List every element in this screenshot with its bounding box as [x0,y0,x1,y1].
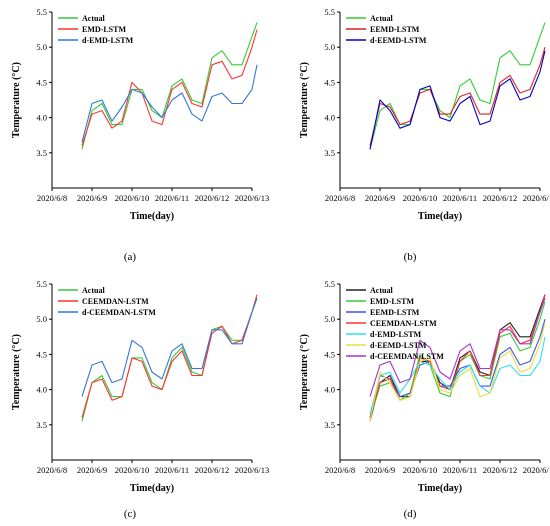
legend-label: d-CEEMDAN-LSTM [82,308,156,317]
y-tick-label: 4.0 [36,113,47,123]
x-tick-label: 2020/6/11 [443,465,477,475]
y-tick-label: 5.5 [36,279,47,289]
legend-label: d-CEEMDAN-LSTM [370,352,444,361]
x-axis-title: Time(day) [418,211,462,222]
x-tick-label: 2020/6/10 [115,465,149,475]
x-tick-label: 2020/6/8 [37,465,67,475]
legend-label: d-EMD-LSTM [370,330,422,339]
chart-panel: 3.5 4.0 4.5 5.0 5.5 2020/6/8 2020/6/9 2020/6/10… [299,279,550,520]
series-line [369,297,546,397]
series-line [81,297,258,397]
series-line [81,64,258,143]
x-tick-label: 2020/6/8 [325,465,355,475]
legend-label: Actual [370,286,393,295]
x-tick-label: 2020/6/13 [523,465,550,475]
y-tick-label: 5.5 [36,7,47,17]
legend-label: EEMD-LSTM [370,308,420,317]
y-tick-label: 5.0 [36,42,47,52]
legend-label: CEEMDAN-LSTM [370,319,437,328]
x-axis-title: Time(day) [130,211,174,222]
y-tick-label: 4.5 [324,349,335,359]
legend-label: d-EMD-LSTM [82,36,134,45]
y-axis-title: Temperature (°C) [299,62,310,138]
y-axis-title: Temperature (°C) [11,334,22,410]
y-tick-label: 3.5 [36,420,47,430]
y-tick-label: 4.0 [324,385,335,395]
y-tick-label: 3.5 [324,148,335,158]
x-tick-label: 2020/6/10 [115,193,149,203]
legend-label: d-EEMD-LSTM [370,341,427,350]
panel-caption: (c) [124,508,137,520]
x-tick-label: 2020/6/10 [403,193,437,203]
y-tick-label: 5.0 [324,42,335,52]
y-tick-label: 4.0 [36,385,47,395]
series-line [81,297,258,422]
legend-label: CEEMDAN-LSTM [82,297,149,306]
y-tick-label: 5.0 [324,314,335,324]
legend-label: EMD-LSTM [82,25,126,34]
y-tick-label: 4.0 [324,113,335,123]
x-axis-title: Time(day) [130,483,174,494]
y-tick-label: 4.5 [36,349,47,359]
series-line [81,29,258,146]
chart-panel: 3.5 4.0 4.5 5.0 5.5 2020/6/8 2020/6/9 2020/6/10… [299,7,550,263]
x-tick-label: 2020/6/11 [443,193,477,203]
x-tick-label: 2020/6/11 [155,465,189,475]
series-line [81,22,258,150]
y-tick-label: 3.5 [324,420,335,430]
y-tick-label: 5.0 [36,314,47,324]
series-line [369,322,546,422]
x-tick-label: 2020/6/10 [403,465,437,475]
panel-caption: (a) [124,251,137,263]
y-tick-label: 4.5 [36,77,47,87]
y-tick-label: 4.5 [324,77,335,87]
x-tick-label: 2020/6/12 [483,193,517,203]
series-line [369,319,546,418]
y-tick-label: 5.5 [324,279,335,289]
chart-panel: 3.5 4.0 4.5 5.0 5.5 2020/6/8 2020/6/9 2020/6/10… [11,7,269,263]
legend-label: Actual [82,286,105,295]
x-tick-label: 2020/6/12 [483,465,517,475]
panel-caption: (d) [404,508,417,520]
series-line [369,50,546,150]
legend-label: EEMD-LSTM [370,25,420,34]
y-tick-label: 5.5 [324,7,335,17]
x-tick-label: 2020/6/9 [77,465,107,475]
x-tick-label: 2020/6/9 [365,465,395,475]
y-tick-label: 3.5 [36,148,47,158]
y-axis-title: Temperature (°C) [11,62,22,138]
chart-panel: 3.5 4.0 4.5 5.0 5.5 2020/6/8 2020/6/9 2020/6/10… [11,279,269,520]
series-line [369,336,546,415]
x-tick-label: 2020/6/13 [523,193,550,203]
x-tick-label: 2020/6/9 [77,193,107,203]
x-tick-label: 2020/6/11 [155,193,189,203]
legend-label: Actual [82,14,105,23]
x-tick-label: 2020/6/12 [195,193,229,203]
x-tick-label: 2020/6/13 [235,193,269,203]
legend-label: EMD-LSTM [370,297,414,306]
legend-label: Actual [370,14,393,23]
y-axis-title: Temperature (°C) [299,334,310,410]
x-axis-title: Time(day) [418,483,462,494]
x-tick-label: 2020/6/8 [37,193,67,203]
x-tick-label: 2020/6/13 [235,465,269,475]
x-tick-label: 2020/6/9 [365,193,395,203]
legend-label: d-EEMD-LSTM [370,36,427,45]
panel-caption: (b) [404,251,417,263]
series-line [369,47,546,146]
x-tick-label: 2020/6/12 [195,465,229,475]
x-tick-label: 2020/6/8 [325,193,355,203]
